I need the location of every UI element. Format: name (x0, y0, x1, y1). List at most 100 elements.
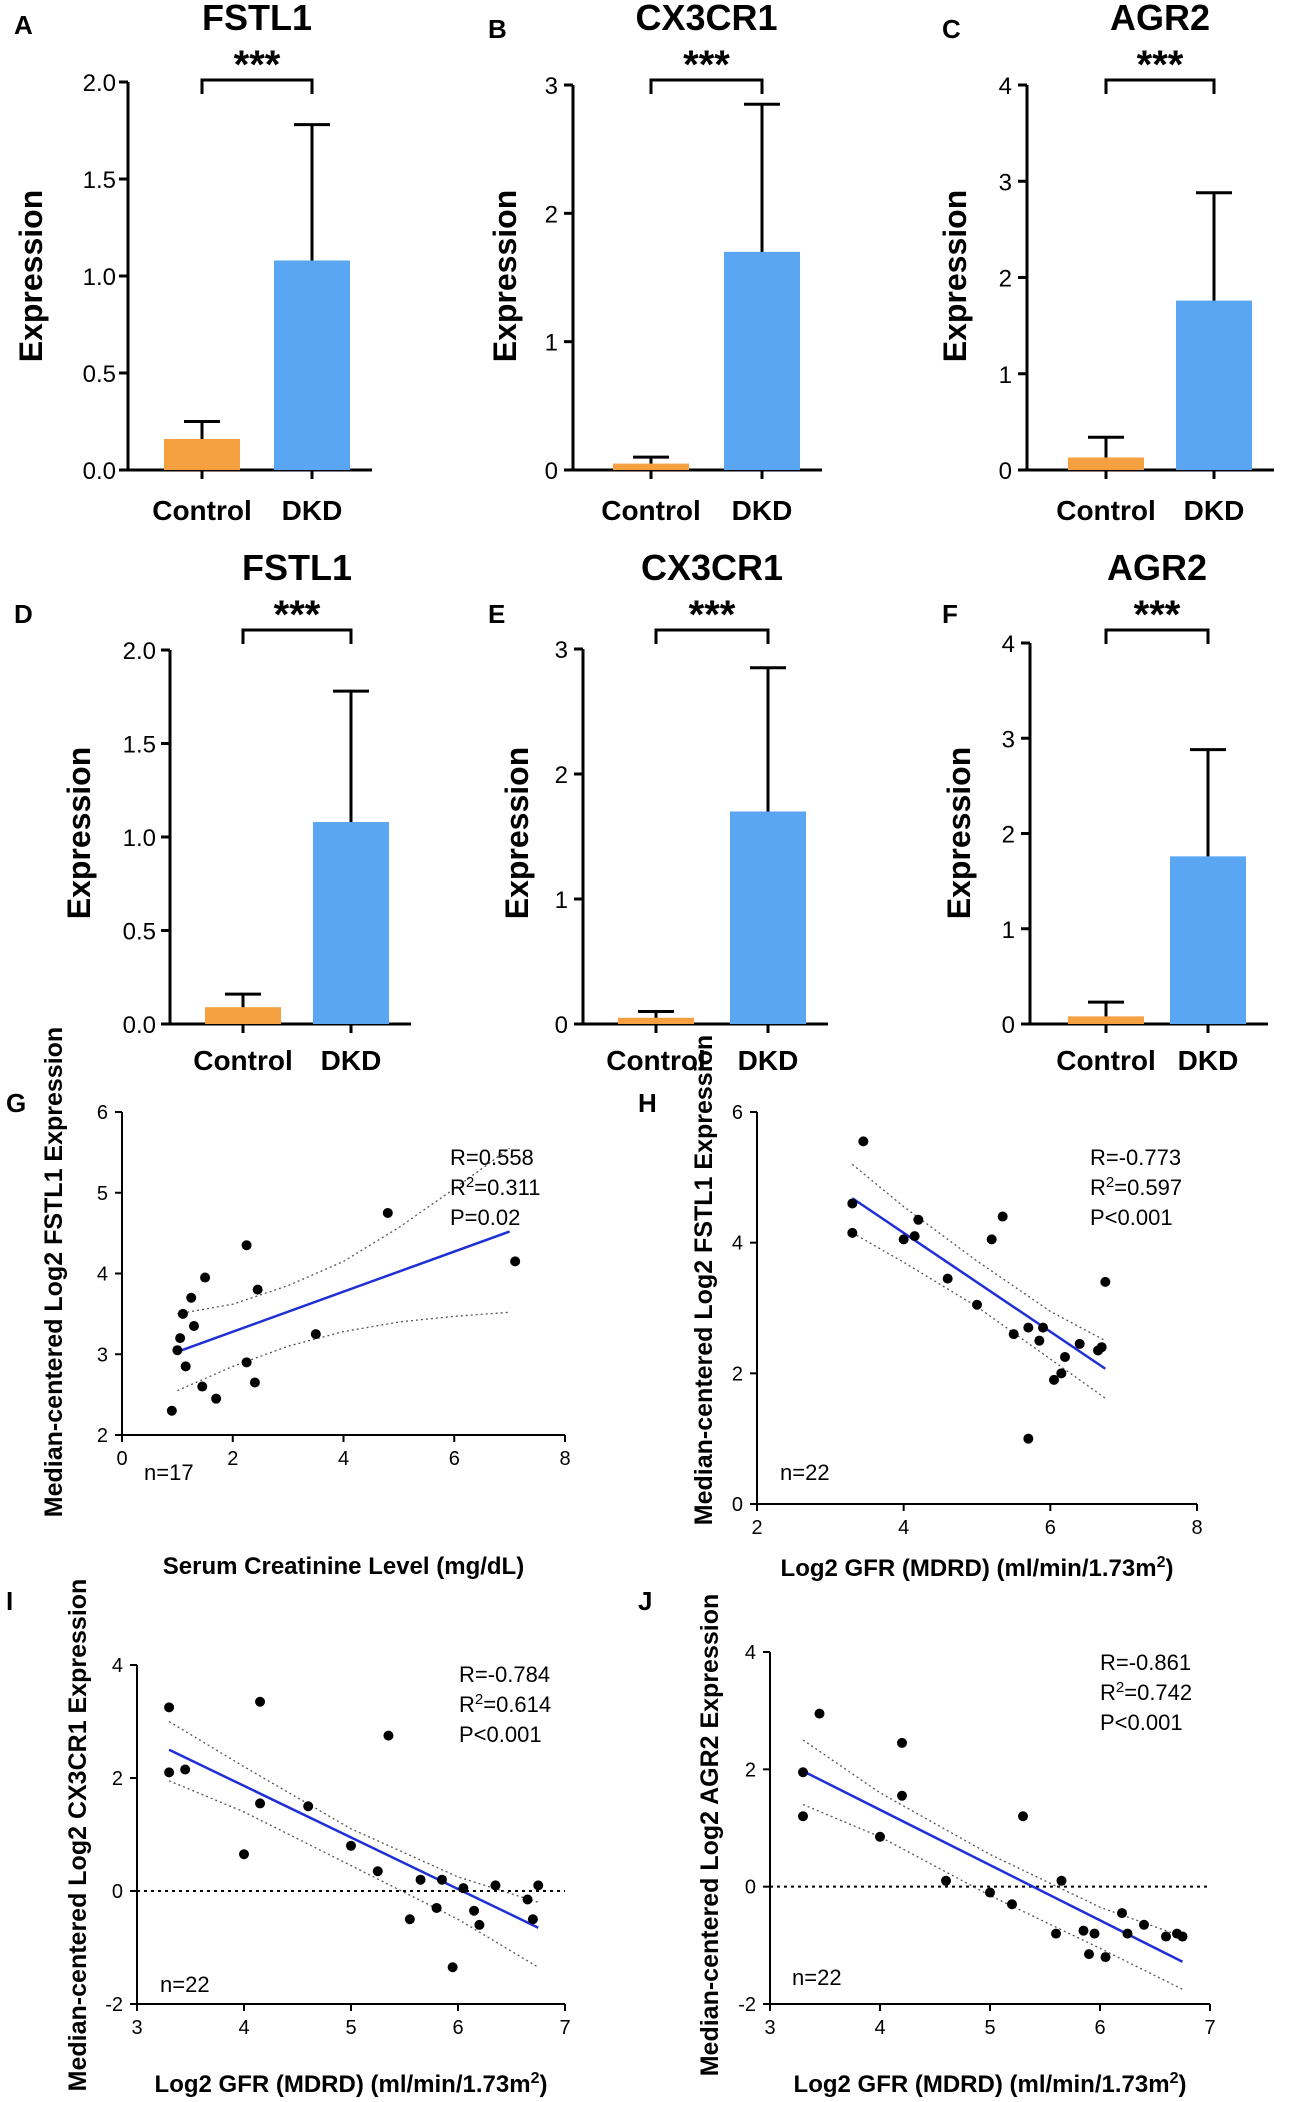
y-tick-label: 2 (545, 201, 558, 228)
y-tick-label: 2.0 (123, 638, 156, 665)
x-tick-label: 7 (1204, 2017, 1215, 2039)
significance-bracket (241, 628, 353, 644)
bar-dkd (1170, 856, 1246, 1024)
y-tick-label: 2 (1002, 822, 1015, 849)
data-point (1007, 1899, 1017, 1910)
scatter-panel-j: J Median-centered Log2 AGR2 Expression Log… (638, 1586, 1216, 2098)
data-point (1100, 1952, 1111, 1963)
bar-control (1068, 457, 1144, 470)
bar-dkd (313, 822, 389, 1024)
stat-r: R=-0.861 (1100, 1650, 1191, 1675)
data-point (188, 1320, 199, 1331)
panel-label: F (942, 599, 958, 629)
y-tick-label: 1 (999, 362, 1012, 389)
confidence-band-upper (177, 1147, 510, 1315)
stat-r-squared: R2=0.597 (1090, 1174, 1182, 1200)
bar-panel-a: A FSTL1 Expression 0.0 0.5 1.0 1.5 2.0 Control DK… (13, 0, 372, 526)
data-point (898, 1234, 909, 1245)
x-tick-label: 3 (131, 2017, 142, 2039)
data-point (1161, 1931, 1171, 1942)
data-point (180, 1361, 191, 1372)
y-tick-label: 4 (999, 73, 1012, 100)
x-axis-label-end: ) (1165, 1555, 1173, 1582)
panel-label: I (6, 1586, 13, 1616)
data-point (1034, 1335, 1045, 1346)
y-tick-label: 3 (1002, 726, 1015, 753)
data-point (1096, 1342, 1107, 1353)
y-tick-label: 1 (555, 887, 568, 914)
data-point (186, 1292, 197, 1303)
data-point (239, 1849, 249, 1860)
data-point (1117, 1908, 1127, 1919)
data-point (1056, 1875, 1067, 1886)
x-tick-label: 4 (874, 2017, 885, 2039)
x-tick-label: 6 (1045, 1517, 1056, 1539)
bar-dkd (274, 260, 350, 470)
data-point (241, 1357, 252, 1368)
y-tick-label: 2 (555, 762, 568, 789)
y-tick-label: 0.5 (83, 361, 116, 388)
x-tick-label: 6 (452, 2017, 463, 2039)
data-point (404, 1914, 415, 1925)
data-point (1078, 1925, 1089, 1936)
panel-label: E (488, 599, 505, 629)
data-point (415, 1874, 426, 1885)
data-point (1084, 1949, 1094, 1960)
data-point (383, 1730, 394, 1741)
data-point (255, 1798, 266, 1809)
scatter-panel-g: G Median-centered Log2 FSTL1 Expression Se… (6, 1027, 571, 1580)
y-axis-label: Expression (499, 747, 535, 920)
bar-panel-b: B CX3CR1 Expression 0 1 2 3 Control DKD *** (487, 0, 822, 526)
data-point (469, 1905, 480, 1916)
x-tick-label: 7 (559, 2017, 570, 2039)
data-point (798, 1767, 808, 1778)
regression-line (168, 1748, 539, 1929)
y-axis-label: Median-centered Log2 FSTL1 Expression (690, 1035, 718, 1525)
data-point (175, 1333, 186, 1344)
data-point (172, 1345, 183, 1356)
data-point (197, 1381, 208, 1392)
stat-r2-value: =0.311 (474, 1175, 540, 1200)
chart-title: AGR2 (1110, 0, 1210, 38)
stat-r: R=-0.784 (459, 1662, 550, 1687)
significance-stars: *** (683, 43, 730, 87)
x-tick-label: 8 (1191, 1517, 1202, 1539)
bar-control (205, 1007, 281, 1024)
data-point (1049, 1374, 1059, 1385)
panel-label: A (14, 10, 33, 40)
bar-panel-c: C AGR2 Expression 0 1 2 3 4 Control DKD *** (937, 0, 1274, 526)
data-point (1038, 1322, 1048, 1333)
category-label: Control (1056, 495, 1156, 526)
y-tick-label: 6 (97, 1102, 108, 1124)
sample-size: n=17 (144, 1460, 194, 1485)
data-point (533, 1880, 544, 1891)
data-point (1177, 1931, 1188, 1942)
data-point (346, 1840, 356, 1851)
data-point (972, 1299, 982, 1310)
y-tick-label: 2 (732, 1363, 743, 1385)
regression-line (176, 1230, 511, 1354)
y-tick-label: 6 (732, 1102, 743, 1124)
sample-size: n=22 (792, 1965, 842, 1990)
y-tick-label: 2 (112, 1768, 123, 1790)
bar-dkd (730, 811, 806, 1024)
y-tick-label: 4 (732, 1233, 743, 1255)
x-axis-label: Log2 GFR (MDRD) (ml/min/1.73m2) (155, 2070, 548, 2098)
y-tick-label: 1.5 (123, 732, 156, 759)
data-point (875, 1831, 885, 1842)
y-tick-label: 3 (545, 73, 558, 100)
x-tick-label: 4 (238, 2017, 249, 2039)
panel-label: C (942, 14, 961, 44)
y-tick-label: 0.0 (83, 458, 116, 485)
y-axis-label: Expression (937, 190, 973, 363)
data-point (1139, 1919, 1149, 1930)
x-tick-label: 6 (1094, 2017, 1105, 2039)
chart-title: CX3CR1 (641, 547, 783, 588)
significance-stars: *** (1134, 593, 1181, 637)
stat-r-squared: R2=0.614 (459, 1691, 551, 1717)
data-point (1074, 1338, 1085, 1349)
y-axis-label: Expression (61, 747, 97, 920)
y-tick-label: 0 (1002, 1012, 1015, 1039)
y-tick-label: 0.0 (123, 1012, 156, 1039)
stat-r2-sup: 2 (1106, 1174, 1114, 1191)
